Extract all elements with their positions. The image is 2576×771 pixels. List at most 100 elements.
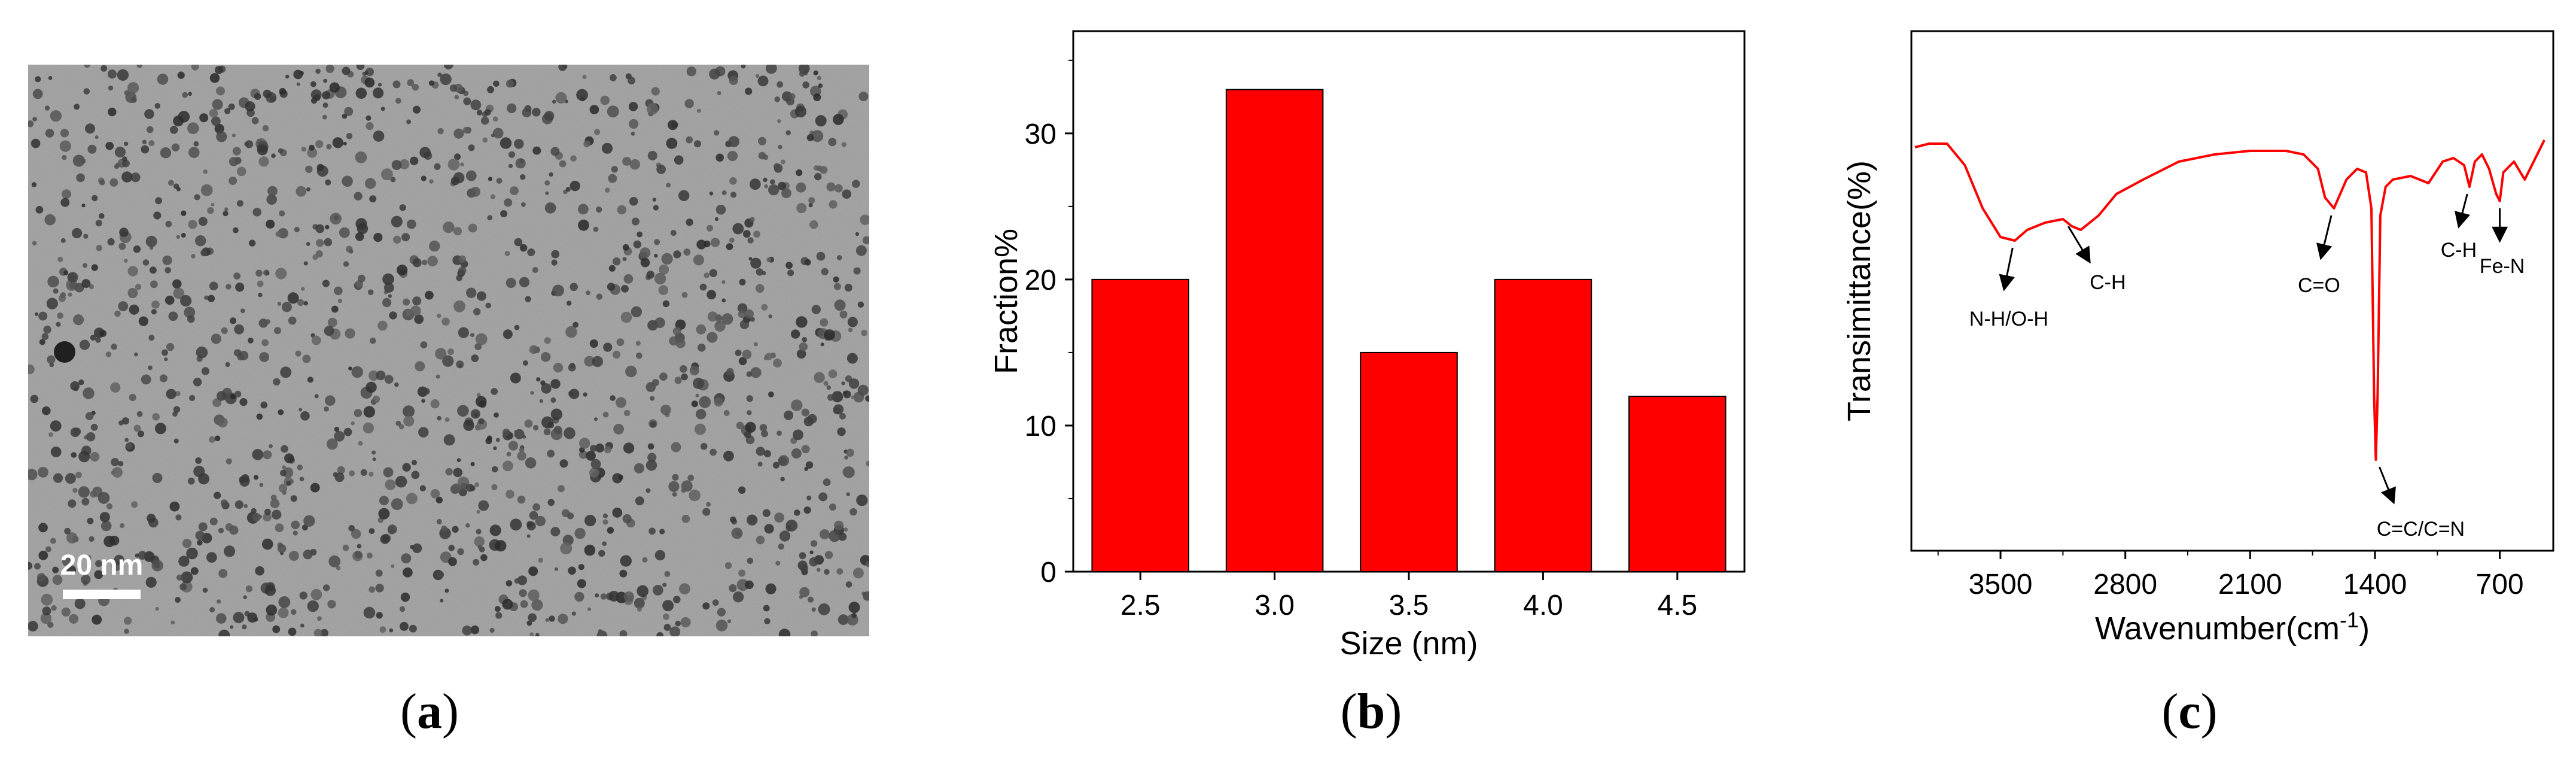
nanoparticle (257, 280, 264, 287)
nanoparticle (275, 268, 287, 280)
nanoparticle (654, 550, 666, 561)
nanoparticle (616, 397, 626, 408)
nanoparticle (727, 151, 738, 162)
scale-bar (63, 590, 141, 599)
nanoparticle (224, 545, 236, 557)
nanoparticle (343, 141, 347, 145)
nanoparticle (476, 110, 483, 116)
nanoparticle (533, 424, 539, 431)
nanoparticle (646, 271, 655, 279)
nanoparticle (813, 93, 821, 101)
nanoparticle (604, 446, 611, 454)
nanoparticle (401, 233, 410, 242)
nanoparticle (339, 227, 350, 238)
nanoparticle (28, 364, 35, 375)
nanoparticle (105, 351, 112, 357)
nanoparticle (824, 329, 835, 341)
nanoparticle (844, 284, 852, 292)
nanoparticle (89, 536, 95, 542)
nanoparticle (297, 465, 303, 471)
nanoparticle (656, 632, 664, 636)
nanoparticle (647, 443, 654, 450)
nanoparticle (784, 410, 794, 420)
nanoparticle (848, 327, 853, 333)
nanoparticle (810, 540, 818, 547)
nanoparticle (324, 238, 333, 247)
nanoparticle (259, 482, 264, 487)
nanoparticle (85, 412, 94, 420)
nanoparticle (62, 557, 72, 567)
nanoparticle (549, 615, 555, 622)
nanoparticle (50, 447, 62, 457)
nanoparticle (326, 144, 332, 150)
nanoparticle (62, 154, 67, 160)
nanoparticle (386, 378, 392, 384)
nanoparticle (31, 182, 37, 187)
x-tick-label: 1400 (2343, 569, 2407, 600)
nanoparticle (173, 438, 179, 444)
x-tick-label: 3500 (1969, 569, 2033, 600)
nanoparticle (136, 65, 143, 68)
nanoparticle (232, 133, 236, 138)
nanoparticle (349, 249, 354, 254)
nanoparticle (748, 515, 757, 524)
nanoparticle (833, 283, 841, 290)
nanoparticle (299, 71, 304, 75)
nanoparticle (763, 154, 769, 160)
nanoparticle (506, 80, 514, 88)
nanoparticle (412, 296, 422, 306)
nanoparticle (170, 620, 175, 625)
nanoparticle (589, 105, 599, 115)
nanoparticle (817, 75, 821, 80)
nanoparticle (71, 452, 77, 458)
nanoparticle (529, 511, 538, 520)
nanoparticle (111, 343, 117, 350)
nanoparticle (75, 472, 82, 478)
nanoparticle (663, 613, 669, 620)
y-axis-label: Fraction% (988, 229, 1024, 374)
nanoparticle (535, 633, 540, 636)
nanoparticle (728, 136, 739, 147)
nanoparticle (279, 210, 285, 217)
spectrum-line (1914, 139, 2545, 461)
nanoparticle (696, 239, 707, 250)
nanoparticle (272, 509, 282, 520)
nanoparticle (334, 426, 340, 432)
nanoparticle (799, 71, 805, 77)
nanoparticle (765, 65, 777, 74)
nanoparticle (640, 247, 651, 259)
nanoparticle (380, 107, 385, 111)
nanoparticle (38, 551, 48, 560)
nanoparticle (741, 65, 746, 69)
nanoparticle (336, 566, 341, 570)
x-tick-label: 3.0 (1254, 590, 1295, 621)
nanoparticle (607, 105, 619, 118)
nanoparticle (144, 109, 154, 119)
nanoparticle (456, 360, 464, 369)
nanoparticle (528, 566, 538, 576)
nanoparticle (218, 629, 230, 636)
nanoparticle (647, 453, 657, 462)
nanoparticle (484, 109, 491, 116)
nanoparticle (207, 295, 215, 302)
nanoparticle (818, 492, 828, 502)
nanoparticle (809, 550, 814, 554)
nanoparticle (811, 130, 824, 142)
nanoparticle (61, 607, 71, 617)
nanoparticle (702, 602, 710, 610)
nanoparticle (526, 620, 532, 626)
nanoparticle (704, 272, 710, 278)
nanoparticle (714, 130, 720, 136)
nanoparticle (804, 259, 811, 266)
nanoparticle (307, 600, 319, 612)
nanoparticle (675, 338, 686, 348)
nanoparticle (473, 558, 480, 566)
nanoparticle (799, 342, 808, 351)
nanoparticle (410, 156, 419, 165)
nanoparticle (123, 141, 129, 146)
nanoparticle (376, 612, 383, 619)
nanoparticle (50, 110, 62, 122)
nanoparticle (427, 256, 438, 267)
nanoparticle (463, 97, 471, 105)
nanoparticle (846, 448, 854, 457)
